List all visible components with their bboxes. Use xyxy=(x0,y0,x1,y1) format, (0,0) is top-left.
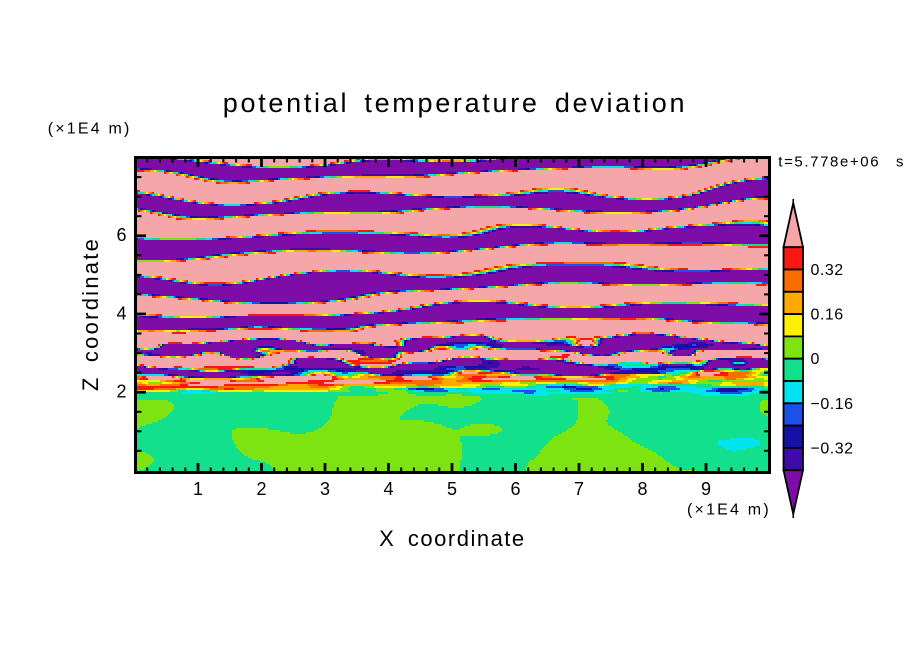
svg-text:−0.32: −0.32 xyxy=(811,440,854,457)
svg-text:1: 1 xyxy=(193,479,203,499)
svg-text:potential temperature deviatio: potential temperature deviation xyxy=(223,88,687,118)
svg-text:0.32: 0.32 xyxy=(811,262,844,279)
svg-text:6: 6 xyxy=(116,225,126,245)
svg-text:X coordinate: X coordinate xyxy=(379,526,526,551)
svg-text:0.16: 0.16 xyxy=(811,307,844,324)
svg-text:0: 0 xyxy=(811,351,820,368)
svg-text:4: 4 xyxy=(383,479,393,499)
svg-text:(×1E4 m): (×1E4 m) xyxy=(48,121,132,138)
svg-text:s: s xyxy=(896,153,904,170)
svg-text:2: 2 xyxy=(116,382,126,402)
svg-text:7: 7 xyxy=(574,479,584,499)
svg-text:(×1E4 m): (×1E4 m) xyxy=(687,502,771,519)
svg-text:6: 6 xyxy=(510,479,520,499)
svg-text:5: 5 xyxy=(447,479,457,499)
svg-text:3: 3 xyxy=(320,479,330,499)
svg-text:8: 8 xyxy=(637,479,647,499)
svg-text:9: 9 xyxy=(701,479,711,499)
svg-text:t=5.778e+06: t=5.778e+06 xyxy=(778,153,880,170)
svg-text:−0.16: −0.16 xyxy=(811,396,854,413)
svg-text:4: 4 xyxy=(116,303,126,323)
svg-text:Z coordinate: Z coordinate xyxy=(78,237,103,391)
svg-text:2: 2 xyxy=(256,479,266,499)
